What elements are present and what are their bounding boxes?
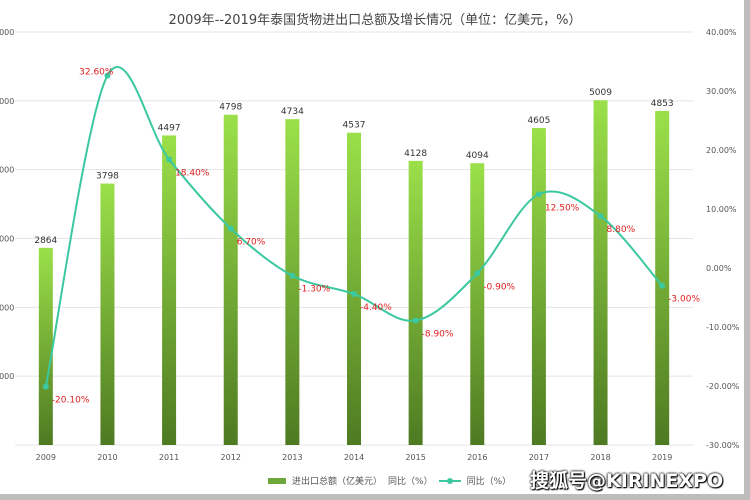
growth-label: 32.60%: [79, 68, 114, 78]
x-tick: 2012: [221, 453, 241, 462]
growth-point: [289, 272, 296, 279]
growth-point: [166, 156, 173, 163]
bar: [162, 135, 177, 446]
growth-point: [659, 282, 666, 289]
growth-label: -8.90%: [422, 330, 454, 340]
chart-title: 2009年--2019年泰国货物进出口总额及增长情况（单位：亿美元，%）: [168, 13, 582, 28]
growth-label: -3.00%: [668, 295, 700, 305]
bar: [593, 100, 608, 445]
bar-label: 2864: [34, 236, 57, 246]
growth-point: [474, 270, 481, 277]
x-tick: 2010: [97, 453, 117, 462]
x-tick: 2009: [36, 453, 56, 462]
growth-label: 12.50%: [545, 203, 580, 213]
y-left-tick: 1000: [0, 372, 14, 381]
legend-line-label: 同比（%）: [466, 477, 512, 487]
y-right-tick: 40.00%: [706, 28, 737, 37]
y-right-tick: 20.00%: [706, 146, 737, 155]
bar: [408, 160, 423, 445]
bar: [285, 119, 300, 445]
x-tick: 2014: [344, 453, 364, 462]
growth-point: [412, 317, 419, 324]
bar: [531, 128, 546, 445]
legend-bar-swatch: [268, 477, 286, 484]
y-right-tick: 10.00%: [706, 205, 737, 214]
bar-label: 4853: [651, 99, 674, 109]
bar: [347, 132, 361, 445]
growth-point: [227, 225, 234, 232]
growth-point: [42, 383, 49, 390]
legend-label-2: 同比（%）: [388, 477, 433, 487]
x-tick: 2016: [467, 453, 487, 462]
bar: [470, 163, 485, 445]
legend: 进出口总额（亿美元） 同比（%） 同比（%）: [268, 474, 511, 487]
legend-bar-label: 进出口总额（亿美元）: [292, 477, 383, 487]
y-right-tick: -10.00%: [706, 323, 740, 332]
y-right-tick: -20.00%: [706, 382, 740, 391]
bar: [100, 183, 115, 446]
y-right-tick: 0.00%: [706, 264, 732, 273]
legend-line-swatch: [438, 477, 461, 485]
growth-label: -1.30%: [298, 285, 330, 295]
growth-label: -20.10%: [52, 396, 90, 406]
bar-label: 5009: [589, 88, 612, 98]
x-tick: 2018: [590, 453, 610, 462]
growth-point: [351, 290, 357, 297]
x-tick: 2011: [159, 453, 179, 462]
growth-label: 8.80%: [607, 225, 636, 235]
x-tick: 2015: [405, 453, 425, 462]
growth-point: [535, 191, 542, 198]
bar-label: 4094: [466, 151, 489, 161]
bar-label: 4605: [527, 116, 550, 126]
watermark: 搜狐号@KIRINEXPO: [530, 470, 724, 492]
growth-label: -4.40%: [360, 303, 392, 313]
x-tick: 2013: [282, 453, 302, 462]
y-right-tick: -30.00%: [706, 441, 740, 450]
bar: [655, 110, 670, 445]
y-left-tick: 3000: [0, 235, 14, 244]
growth-label: -0.90%: [483, 282, 515, 292]
bar-label: 4734: [281, 107, 304, 117]
bar: [38, 247, 53, 445]
bar-label: 4798: [219, 103, 242, 113]
bar-label: 3798: [96, 172, 119, 182]
growth-label: 6.70%: [237, 237, 266, 247]
y-right-tick: 30.00%: [706, 87, 737, 96]
y-left-tick: 2000: [0, 303, 14, 312]
bar: [223, 114, 238, 445]
x-tick: 2017: [529, 453, 549, 462]
growth-point: [597, 213, 604, 220]
x-tick: 2019: [652, 453, 672, 462]
bar-label: 4537: [343, 121, 366, 131]
y-left-tick: 5000: [0, 97, 14, 106]
bar-label: 4497: [158, 123, 181, 133]
growth-point: [104, 72, 111, 79]
bar-label: 4128: [404, 149, 427, 159]
y-left-tick: 6000: [0, 28, 14, 37]
growth-label: 18.40%: [175, 168, 210, 178]
y-left-tick: 4000: [0, 166, 14, 175]
